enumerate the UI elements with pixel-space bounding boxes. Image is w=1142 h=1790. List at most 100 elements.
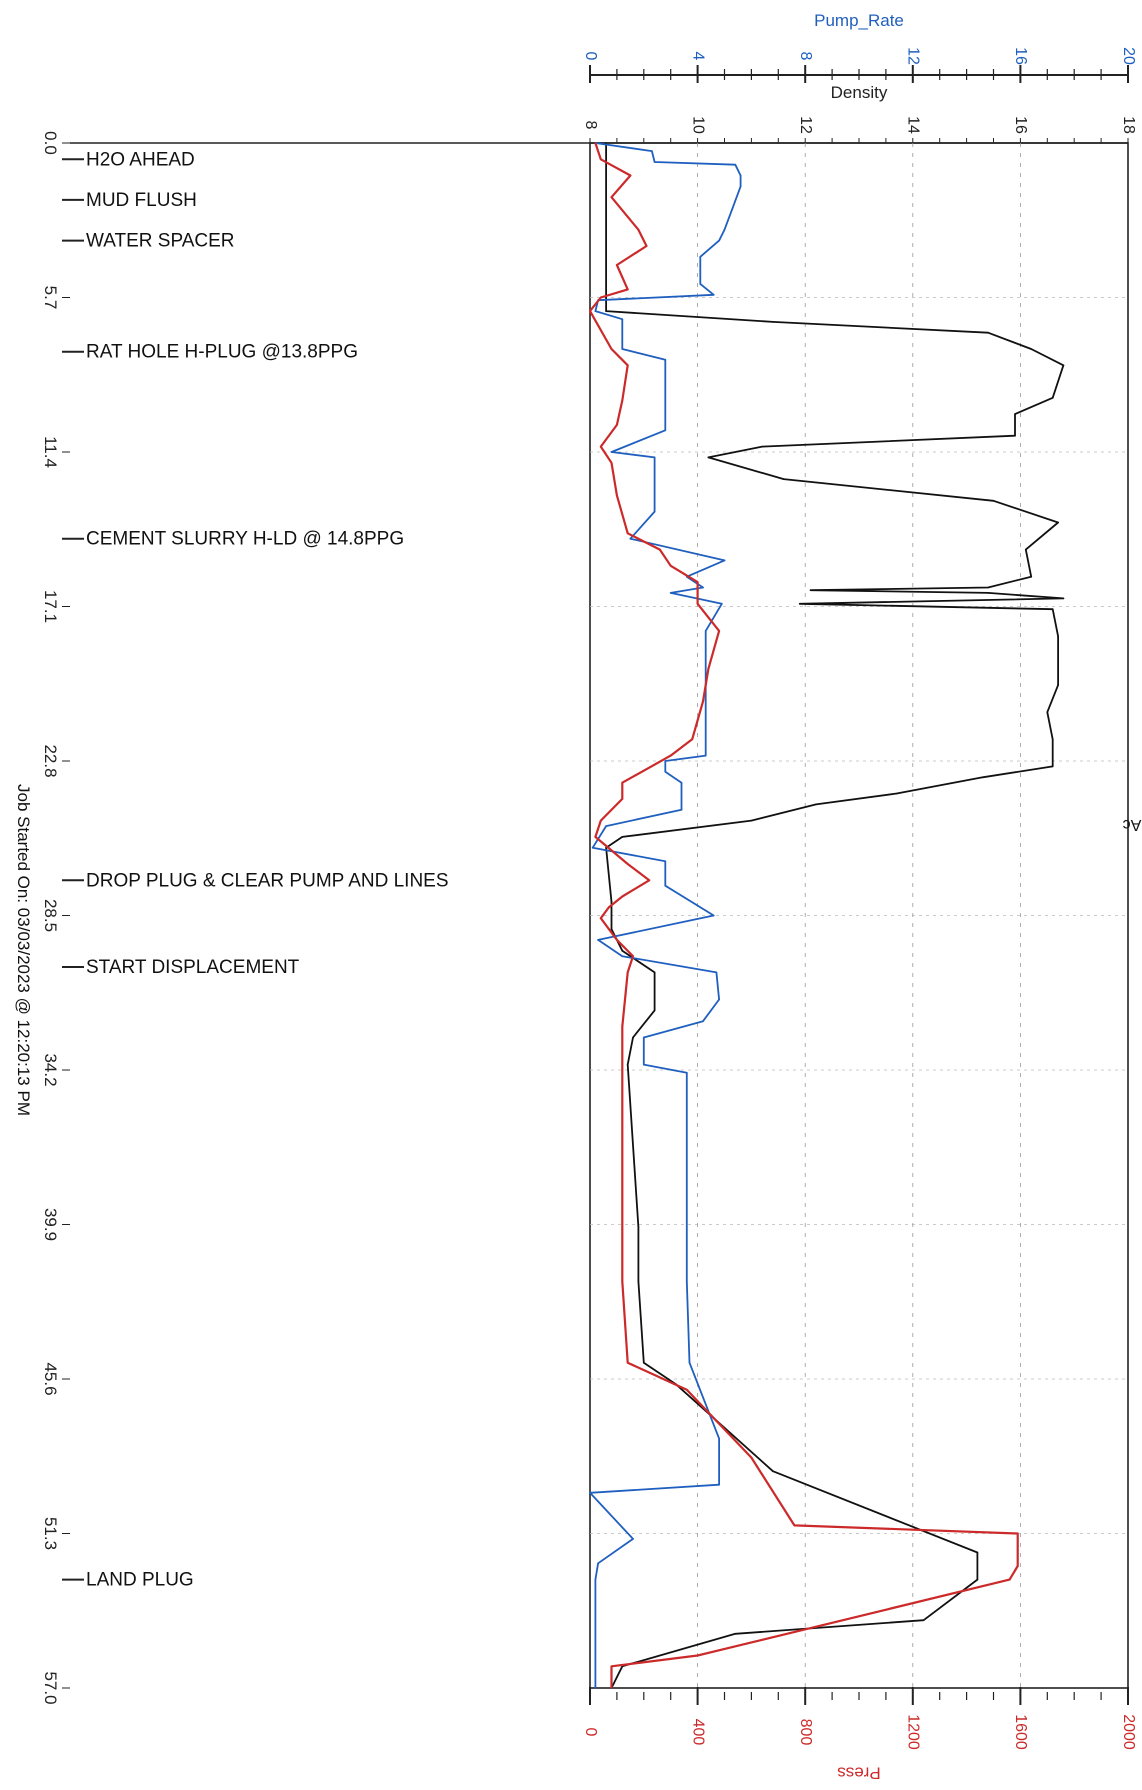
data-point-press — [600, 445, 602, 448]
pump-rate-tick-label: 20 — [1120, 47, 1137, 65]
data-point-pump-rate — [643, 1036, 645, 1039]
data-point-density — [981, 776, 984, 779]
data-point-press — [648, 879, 650, 882]
data-point-pump-rate — [621, 955, 624, 957]
data-point-pump-rate — [699, 283, 702, 285]
data-point-pump-rate — [704, 630, 707, 632]
density-tick-label: 18 — [1120, 116, 1137, 134]
data-point-pump-rate — [664, 860, 667, 863]
data-point-press — [626, 288, 629, 291]
data-point-pump-rate — [605, 825, 607, 827]
data-point-density — [1025, 548, 1027, 551]
data-point-press — [626, 863, 629, 865]
time-tick-label: 5.7 — [41, 286, 60, 310]
data-point-density — [976, 1578, 979, 1581]
data-point-press — [626, 532, 629, 535]
press-tick-label: 2000 — [1120, 1714, 1137, 1750]
data-point-pump-rate — [715, 971, 718, 974]
data-point-density — [992, 500, 995, 502]
data-point-press — [589, 310, 591, 312]
data-point-density — [809, 589, 812, 591]
data-point-press — [610, 196, 613, 198]
data-point-density — [1062, 597, 1065, 600]
data-point-press — [621, 781, 624, 784]
data-point-press — [610, 1687, 613, 1689]
press-axis-title: Press — [837, 1764, 880, 1783]
data-point-press — [1016, 1565, 1019, 1567]
data-point-pump-rate — [589, 1492, 591, 1494]
data-point-pump-rate — [591, 846, 594, 849]
data-point-density — [799, 603, 801, 605]
data-point-press — [750, 1456, 753, 1459]
time-tick-label: 28.5 — [41, 899, 60, 932]
data-point-press — [718, 630, 720, 632]
data-point-pump-rate — [688, 1361, 691, 1364]
data-point-density — [626, 1063, 629, 1066]
data-point-press — [621, 798, 624, 800]
data-point-density — [1051, 738, 1054, 741]
data-point-density — [605, 310, 607, 312]
data-point-density — [750, 819, 753, 822]
data-point-density — [1057, 521, 1059, 524]
data-point-press — [691, 738, 693, 741]
event-label: MUD FLUSH — [86, 190, 197, 211]
data-point-press — [696, 1654, 699, 1657]
data-point-press — [616, 424, 618, 426]
density-tick-label: 8 — [582, 121, 599, 130]
data-point-pump-rate — [597, 939, 599, 941]
corner-partial-text: Ac — [1123, 816, 1142, 833]
data-point-press — [793, 1524, 796, 1527]
pump-rate-tick-label: 12 — [905, 47, 922, 65]
data-point-density — [734, 1633, 737, 1635]
pump-rate-axis-title: Pump_Rate — [814, 11, 904, 30]
data-point-density — [621, 949, 624, 952]
data-point-pump-rate — [653, 510, 656, 513]
data-point-pump-rate — [653, 456, 656, 459]
data-point-density — [761, 445, 763, 448]
data-point-press — [626, 971, 629, 974]
data-point-press — [1016, 1532, 1019, 1535]
event-label: CEMENT SLURRY H-LD @ 14.8PPG — [86, 529, 404, 550]
press-tick-label: 0 — [582, 1728, 599, 1737]
data-point-press — [616, 939, 618, 941]
job-start-footer: Job Started On: 03/03/2023 @ 12:20:13 PM — [14, 784, 33, 1116]
data-point-pump-rate — [699, 255, 702, 258]
data-point-pump-rate — [712, 914, 715, 917]
data-point-press — [594, 142, 597, 144]
data-point-pump-rate — [731, 207, 734, 209]
chart-grid — [70, 142, 1129, 1689]
data-point-press — [616, 264, 618, 266]
data-point-pump-rate — [664, 429, 667, 432]
press-tick-label: 800 — [797, 1719, 814, 1746]
data-point-pump-rate — [721, 603, 723, 605]
time-tick-label: 0.0 — [41, 131, 60, 155]
data-point-pump-rate — [686, 1071, 688, 1074]
data-point-pump-rate — [718, 998, 720, 1001]
data-point-press — [621, 1025, 624, 1028]
data-point-pump-rate — [704, 754, 707, 757]
data-point-pump-rate — [723, 228, 726, 231]
data-point-density — [987, 592, 989, 594]
data-point-density — [1030, 348, 1032, 350]
data-point-density — [637, 1280, 640, 1283]
data-point-density — [632, 1036, 634, 1039]
data-point-pump-rate — [653, 489, 656, 491]
data-point-press — [669, 754, 672, 757]
data-point-pump-rate — [723, 559, 726, 562]
data-point-press — [1008, 1578, 1011, 1581]
data-point-pump-rate — [669, 592, 672, 594]
time-tick-label: 39.9 — [41, 1208, 60, 1241]
event-label: START DISPLACEMENT — [86, 957, 300, 978]
series-line-pump-rate — [589, 142, 742, 1688]
data-point-press — [621, 399, 624, 402]
series-line-press — [588, 142, 1019, 1688]
data-point-press — [624, 998, 626, 1001]
press-tick-label: 1200 — [905, 1714, 922, 1750]
data-point-density — [1014, 413, 1016, 415]
data-point-pump-rate — [734, 163, 737, 166]
data-point-density — [637, 1226, 640, 1228]
data-point-pump-rate — [718, 1483, 720, 1486]
data-point-pump-rate — [739, 185, 742, 188]
data-point-pump-rate — [597, 1562, 599, 1565]
